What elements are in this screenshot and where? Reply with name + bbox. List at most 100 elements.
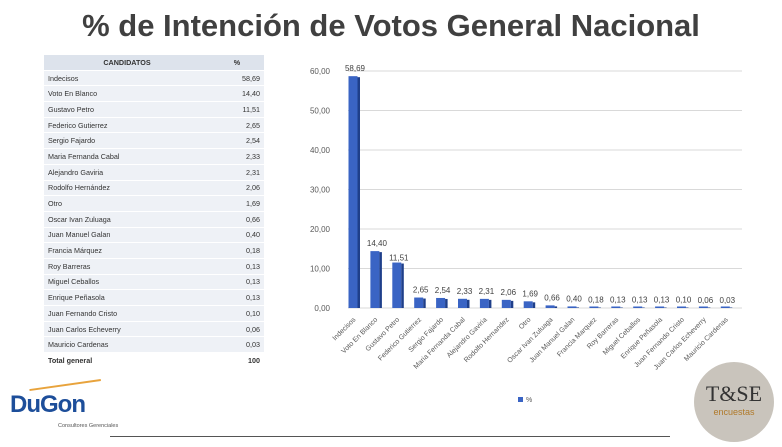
candidate-name: Otro <box>44 195 210 212</box>
table-row: Mauricio Cardenas 0,03 <box>44 336 264 354</box>
data-label: 2,31 <box>479 287 495 296</box>
y-tick-label: 0,00 <box>314 304 330 313</box>
y-tick-label: 20,00 <box>310 225 331 234</box>
bar-side <box>686 307 689 308</box>
y-tick-label: 40,00 <box>310 146 331 155</box>
candidate-percent: 2,06 <box>210 180 264 197</box>
candidate-percent: 0,66 <box>210 211 264 228</box>
candidate-name: Alejandro Gaviria <box>44 164 210 181</box>
legend-swatch <box>518 397 523 402</box>
bar <box>655 306 665 308</box>
candidate-name: Juan Fernando Cristo <box>44 305 210 322</box>
bar-side <box>576 307 579 308</box>
table-row: Voto En Blanco 14,40 <box>44 85 264 103</box>
table-row: Juan Carlos Echeverry 0,06 <box>44 321 264 338</box>
candidate-name: Juan Manuel Galan <box>44 227 210 244</box>
bar-side <box>445 298 448 308</box>
bar <box>370 251 380 308</box>
table-row: Indecisos 58,69 <box>44 70 264 87</box>
x-tick-label: Otro <box>518 316 533 331</box>
table-row: Enrique Peñasola 0,13 <box>44 289 264 306</box>
bar <box>633 306 643 308</box>
y-tick-label: 30,00 <box>310 186 331 195</box>
bar <box>348 76 358 308</box>
bar-side <box>554 306 558 308</box>
table-row: Juan Fernando Cristo 0,10 <box>44 305 264 322</box>
candidate-name: Roy Barreras <box>44 258 210 275</box>
data-label: 0,10 <box>676 296 692 305</box>
bar <box>677 306 686 308</box>
bar <box>523 301 533 308</box>
candidate-percent: 11,51 <box>210 101 264 118</box>
data-label: 2,06 <box>501 288 517 297</box>
y-tick-label: 60,00 <box>310 67 331 76</box>
x-tick-label: Miguel Ceballos <box>602 316 643 357</box>
table-row: Federico Gutierrez 2,65 <box>44 117 264 134</box>
bar-side <box>729 307 733 308</box>
data-label: 0,03 <box>720 296 736 305</box>
table-row: Sergio Fajardo 2,54 <box>44 132 264 150</box>
tse-logo: T&SE encuestas <box>694 362 774 442</box>
data-label: 2,54 <box>435 286 451 295</box>
data-label: 0,13 <box>654 295 670 304</box>
table-row: Oscar Ivan Zuluaga 0,66 <box>44 211 264 228</box>
bar-side <box>357 77 360 308</box>
data-label: 2,33 <box>457 287 473 296</box>
candidate-percent: 0,13 <box>210 258 264 275</box>
data-label: 0,18 <box>588 295 604 304</box>
table-row: Maria Fernanda Cabal 2,33 <box>44 148 264 165</box>
total-row: Total general 100 <box>44 352 264 369</box>
dugon-logo-subtitle: Consultores Gerenciales <box>58 423 119 429</box>
candidate-name: Sergio Fajardo <box>44 132 210 150</box>
candidate-name: Miguel Ceballos <box>44 274 210 291</box>
y-tick-label: 10,00 <box>310 265 331 274</box>
bar <box>720 306 730 308</box>
data-label: 0,13 <box>610 295 626 304</box>
data-label: 58,69 <box>345 64 366 73</box>
bar-side <box>664 307 667 308</box>
data-label: 1,69 <box>522 289 538 298</box>
candidate-percent: 0,13 <box>210 274 264 291</box>
candidate-name: Juan Carlos Echeverry <box>44 321 210 338</box>
bar <box>611 306 621 308</box>
bar-side <box>401 263 404 308</box>
table-row: Francia Márquez 0,18 <box>44 242 264 259</box>
legend-label: % <box>526 397 532 404</box>
bar <box>501 299 511 308</box>
y-tick-label: 50,00 <box>310 107 331 116</box>
data-label: 0,06 <box>698 296 714 305</box>
header-percent: % <box>210 55 264 71</box>
table-row: Juan Manuel Galan 0,40 <box>44 227 264 244</box>
candidate-name: Voto En Blanco <box>44 85 210 103</box>
bar-side <box>467 299 470 308</box>
bar-side <box>532 302 536 308</box>
x-tick-label: Alejandro Gaviria <box>446 316 489 359</box>
candidate-percent: 58,69 <box>210 70 264 87</box>
footer-divider <box>110 436 670 437</box>
total-label: Total general <box>44 352 210 369</box>
bar-side <box>598 307 601 308</box>
dugon-logo: DuGon <box>10 391 86 418</box>
bar <box>414 297 424 308</box>
table-row: Alejandro Gaviria 2,31 <box>44 164 264 181</box>
tse-logo-text: T&SE <box>705 381 763 406</box>
candidate-name: Gustavo Petro <box>44 101 210 118</box>
candidate-name: Maria Fernanda Cabal <box>44 148 210 165</box>
candidate-name: Rodolfo Hernández <box>44 180 210 197</box>
candidate-name: Indecisos <box>44 70 210 87</box>
candidate-percent: 14,40 <box>210 85 264 103</box>
data-label: 11,51 <box>389 254 409 263</box>
bar <box>479 298 489 308</box>
bar-side <box>707 307 711 308</box>
data-label: 0,13 <box>632 295 648 304</box>
data-label: 0,66 <box>544 293 560 302</box>
candidate-percent: 0,03 <box>210 336 264 354</box>
bar <box>589 306 599 308</box>
data-label: 2,65 <box>413 286 429 295</box>
x-tick-label: Enrique Peñasola <box>620 316 664 360</box>
candidate-percent: 1,69 <box>210 195 264 212</box>
table-row: Otro 1,69 <box>44 195 264 212</box>
candidate-name: Mauricio Cardenas <box>44 336 210 354</box>
bar <box>567 306 577 308</box>
header-candidatos: CANDIDATOS <box>44 55 210 71</box>
